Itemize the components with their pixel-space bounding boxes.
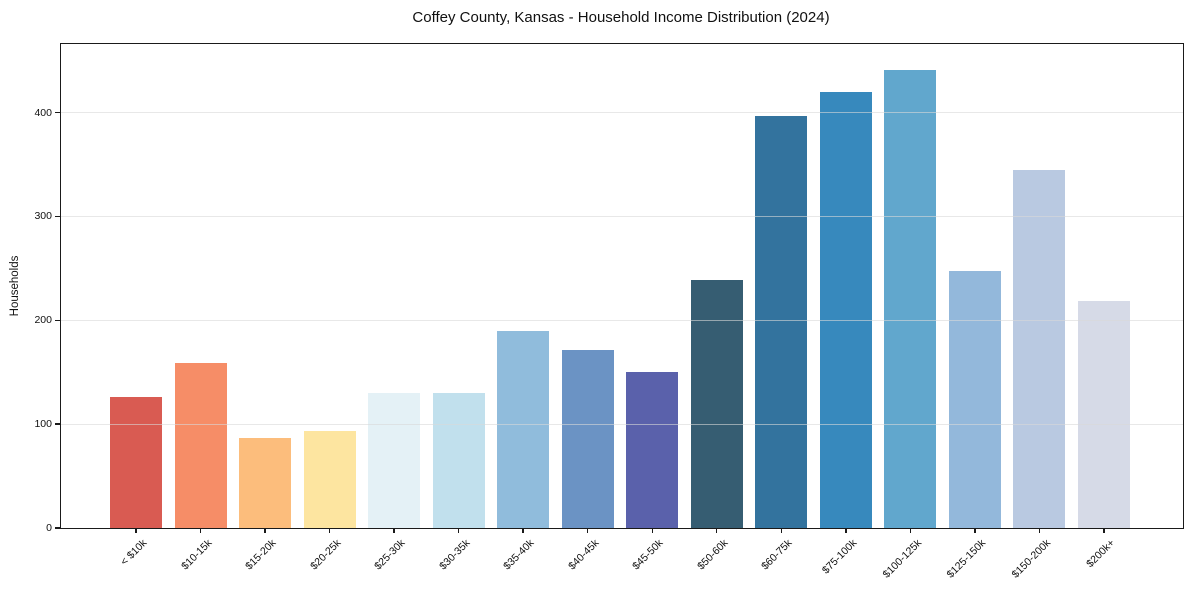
- x-tick-mark-12: [909, 528, 912, 533]
- bar-75-100k: [819, 91, 872, 528]
- x-tick-mark-4: [393, 528, 395, 533]
- plot-area: Households 0 100 200 300 400 < $10k $10-15k $15…: [9, 43, 1184, 581]
- bar-20-25k: [303, 431, 356, 528]
- x-tick-mark-9: [716, 528, 718, 533]
- bar-30-35k: [432, 392, 485, 528]
- gridline-y-300: [61, 215, 1183, 217]
- x-tick-label-6: $35-40k: [501, 537, 537, 573]
- x-tick-label-5: $30-35k: [436, 537, 473, 573]
- y-tick-mark-400: [55, 111, 60, 114]
- x-tick-label-13: $125-150k: [944, 537, 989, 581]
- x-tick-label-8: $45-50k: [630, 537, 666, 573]
- bar-50-60k: [690, 279, 743, 528]
- x-tick-mark-0: [135, 528, 137, 533]
- x-tick-label-11: $75-100k: [819, 537, 860, 577]
- x-tick-label-10: $60-75k: [759, 537, 795, 573]
- x-tick-label-12: $100-125k: [880, 537, 924, 581]
- x-tick-label-2: $15-20k: [243, 537, 279, 573]
- x-tick-mark-3: [328, 528, 331, 533]
- x-tick-mark-8: [651, 528, 653, 533]
- y-tick-label-300: 300: [34, 210, 52, 223]
- x-tick-label-3: $20-25k: [307, 537, 344, 573]
- y-axis-label: Households: [9, 255, 21, 317]
- y-tick-label-200: 200: [34, 314, 52, 327]
- bar-25-30k: [368, 392, 421, 528]
- chart-title: Coffey County, Kansas - Household Income…: [412, 9, 830, 26]
- bar-35-40k: [497, 330, 550, 528]
- y-tick-label-100: 100: [34, 418, 52, 431]
- x-tick-mark-14: [1038, 528, 1041, 533]
- y-tick-label-400: 400: [34, 106, 52, 119]
- bar-125-150k: [948, 271, 1001, 528]
- x-tick-mark-11: [845, 528, 847, 533]
- x-tick-mark-13: [974, 528, 976, 533]
- y-tick-mark-100: [55, 423, 60, 425]
- bar-60-75k: [755, 115, 808, 528]
- bar-45-50k: [626, 372, 679, 528]
- x-tick-mark-2: [264, 528, 266, 533]
- x-tick-label-7: $40-45k: [565, 537, 602, 573]
- x-tick-label-4: $25-30k: [372, 537, 408, 573]
- gridline-y-400: [61, 112, 1183, 114]
- x-tick-mark-1: [199, 528, 202, 533]
- bar-150-200k: [1013, 169, 1066, 528]
- bar-40-45k: [561, 350, 614, 528]
- y-tick-mark-300: [55, 215, 60, 218]
- y-tick-mark-200: [55, 319, 60, 321]
- x-tick-label-0: < $10k: [118, 537, 150, 568]
- x-tick-label-9: $50-60k: [694, 537, 731, 573]
- bar-200k: [1077, 300, 1130, 528]
- y-tick-label-0: 0: [46, 522, 52, 534]
- gridline-y-200: [61, 319, 1183, 321]
- bar-100-125k: [884, 69, 937, 528]
- x-tick-label-1: $10-15k: [178, 537, 215, 573]
- x-tick-mark-5: [457, 528, 460, 533]
- gridline-y-100: [61, 423, 1183, 425]
- x-tick-mark-10: [780, 528, 782, 533]
- x-tick-label-15: $200k+: [1084, 537, 1118, 571]
- y-tick-mark-0: [55, 527, 60, 529]
- x-tick-mark-7: [587, 528, 589, 533]
- x-tick-mark-15: [1103, 528, 1105, 533]
- bar-10k: [110, 397, 162, 528]
- bar-15-20k: [239, 437, 292, 528]
- x-tick-mark-6: [522, 528, 524, 533]
- x-tick-label-14: $150-200k: [1009, 537, 1053, 581]
- bar-10-15k: [174, 362, 227, 528]
